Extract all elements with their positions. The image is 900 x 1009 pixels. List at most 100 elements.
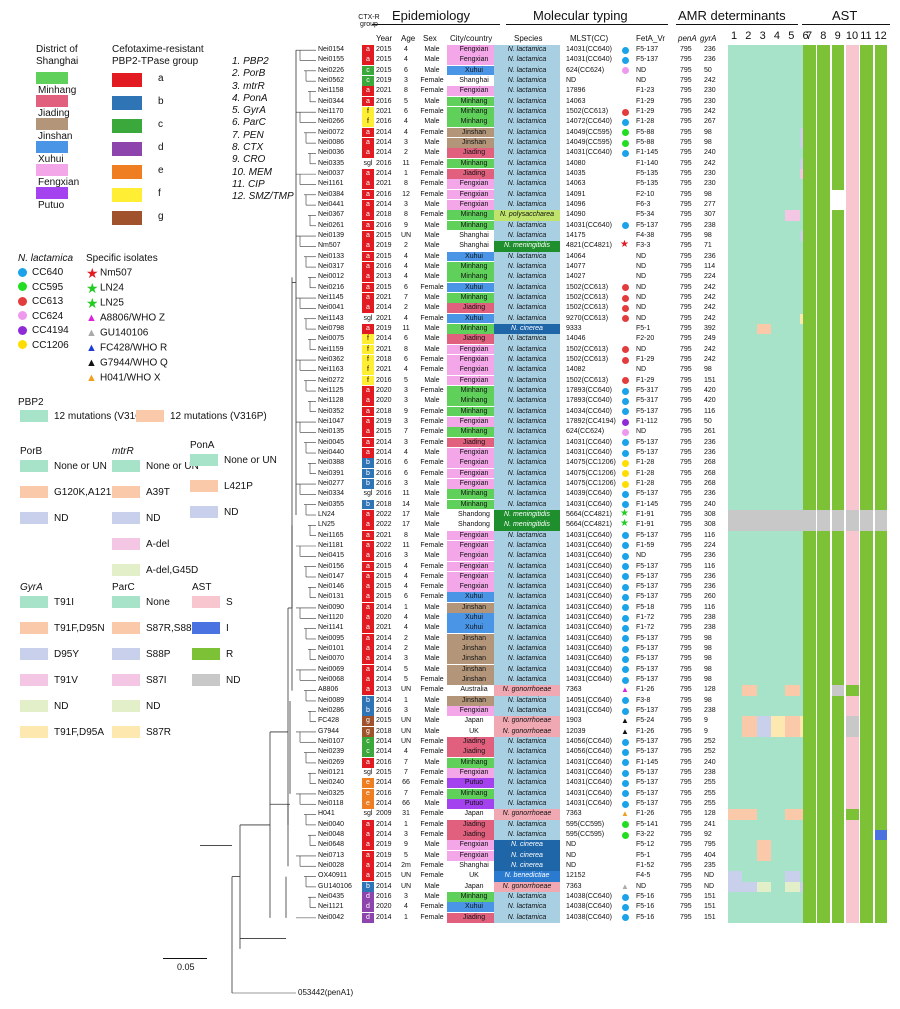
- ast-cell: [860, 406, 873, 418]
- feta-cell: F5-137: [636, 676, 659, 684]
- legend-label: None: [146, 597, 170, 608]
- age-cell: 4: [404, 614, 408, 622]
- isolate-name: Nei0089: [318, 696, 345, 704]
- star-icon: ★: [620, 239, 629, 251]
- amr-cell: [742, 179, 757, 190]
- mlst-cell: 14031(CC640): [566, 593, 612, 601]
- amr-cell: [756, 799, 772, 810]
- isolate-name: Nei0036: [318, 149, 345, 157]
- amr-cell: [728, 65, 743, 77]
- city-cell: Minhang: [447, 788, 501, 799]
- amr-cell: [728, 55, 743, 66]
- feta-cell: F1-72: [636, 624, 655, 632]
- age-cell: 7: [404, 789, 408, 797]
- year-cell: 2015: [376, 231, 392, 239]
- city-cell: Fengxian: [447, 468, 501, 479]
- amr-cell: [770, 375, 786, 387]
- amr-cell: [728, 871, 743, 883]
- legend-item: L421P: [190, 480, 253, 494]
- feta-cell: F6-3: [636, 200, 651, 208]
- feta-cell: ND: [636, 552, 647, 560]
- gyra-cell: 261: [704, 428, 716, 436]
- isolate-name: Nei0070: [318, 655, 345, 663]
- ast-cell: [803, 902, 816, 913]
- table-row: Nei0090 a 2014 1 Male Jinshan N. lactamica 1403…: [0, 602, 900, 614]
- amr-cell: [756, 127, 772, 139]
- triangle-icon: ▲: [621, 685, 629, 695]
- amr-cell: [728, 354, 743, 366]
- ast-cell: [860, 199, 873, 211]
- mlst-cell: 14049(CC595): [566, 128, 612, 136]
- ast-cell: [803, 602, 816, 614]
- ctx-swatch: [112, 119, 142, 133]
- ast-cell: [817, 685, 831, 697]
- pena-cell: 795: [680, 510, 692, 518]
- amr-cell: [756, 509, 772, 521]
- ast-cell: [831, 344, 845, 356]
- mlst-cell: 1502(CC613): [566, 304, 609, 312]
- table-row: Nei0562 c 2019 3 Female Shanghai N. lactamica N…: [0, 75, 900, 87]
- ast-cell: [845, 106, 859, 118]
- ast-cell: [831, 158, 845, 170]
- ctx-group-cell: a: [362, 241, 374, 252]
- table-row: Nei1128 a 2020 3 Male Minhang N. lactamica 1789…: [0, 396, 900, 407]
- amr-cell: [756, 571, 772, 583]
- amr-cell: [728, 45, 743, 56]
- ast-cell: [803, 55, 816, 66]
- pena-cell: 795: [680, 221, 692, 229]
- amr-cell: [742, 685, 757, 697]
- ast-cell: [860, 437, 873, 449]
- amr-cell: [756, 902, 772, 913]
- ast-cell: [845, 551, 859, 562]
- cc-dot-icon: [622, 893, 629, 901]
- triangle-icon: ▲: [86, 357, 97, 369]
- feta-cell: F5-137: [636, 800, 659, 808]
- isolate-name: Nei0798: [318, 324, 345, 332]
- ctx-label: a: [158, 73, 164, 84]
- feta-cell: F2-20: [636, 335, 655, 343]
- amr-cell: [742, 468, 757, 480]
- sex-cell: Female: [420, 562, 444, 570]
- feta-cell: F5-137: [636, 407, 659, 415]
- ast-cell: [817, 540, 831, 552]
- gyra-cell: 392: [704, 324, 716, 332]
- table-row: Nei0045 a 2014 3 Female Jiading N. lactamica 14…: [0, 437, 900, 449]
- table-row: Nei1125 a 2020 3 Female Minhang N. lactamica 17…: [0, 385, 900, 397]
- amr-cell: [728, 365, 743, 376]
- table-row: Nei0118 e 2014 66 Male Putuo N. lactamica 14031…: [0, 799, 900, 810]
- amr-cell: [728, 840, 743, 852]
- amr-cell: [728, 695, 743, 707]
- ast-cell: [817, 768, 831, 779]
- legend-label: S88P: [146, 649, 171, 660]
- mlst-cell: 14031(CC640): [566, 46, 612, 53]
- ast-cell: [803, 158, 816, 170]
- city-cell: Minhang: [447, 272, 501, 283]
- ast-cell: [860, 137, 873, 149]
- cc-dot-icon: [622, 387, 629, 395]
- feta-cell: F1-28: [636, 118, 655, 126]
- amr-cell: [770, 406, 786, 418]
- city-cell: Jiading: [447, 819, 501, 830]
- gyra-cell: 50: [704, 66, 712, 74]
- ast-cell: [803, 613, 816, 624]
- table-row: Nei0042 d 2014 1 Female Jiading N. lactamica 14…: [0, 912, 900, 924]
- amr-cell: [770, 747, 786, 759]
- year-cell: 2016: [376, 707, 392, 715]
- gyra-legend-title: GyrA: [20, 582, 43, 593]
- city-cell: Xuhui: [447, 623, 501, 634]
- ctx-group-cell: a: [362, 861, 374, 871]
- feta-cell: F4-5: [636, 872, 651, 880]
- species-cell: N. lactamica: [494, 365, 560, 376]
- pena-cell: 795: [680, 676, 692, 684]
- species-cell: N. lactamica: [494, 912, 560, 924]
- pena-cell: 795: [680, 686, 692, 694]
- pena-cell: 795: [680, 76, 692, 84]
- age-cell: 11: [402, 541, 410, 549]
- feta-cell: ND: [636, 262, 647, 270]
- city-cell: Minhang: [447, 261, 501, 272]
- isolate-name: Nei0107: [318, 738, 345, 746]
- isolate-name: Nei0075: [318, 335, 345, 343]
- age-cell: 4: [404, 262, 408, 270]
- legend-item: ND: [192, 674, 240, 688]
- ast-cell: [831, 478, 845, 490]
